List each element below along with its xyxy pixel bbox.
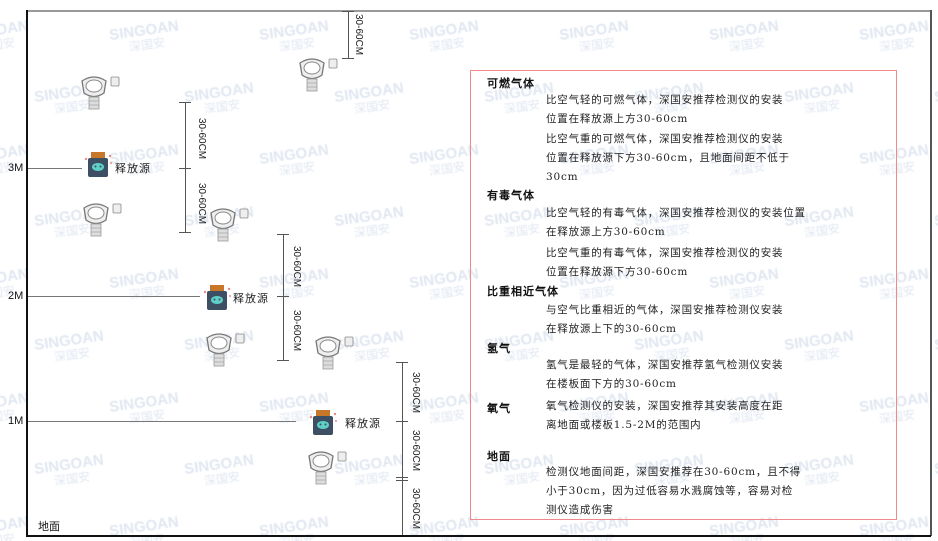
section-title: 地面 — [487, 450, 511, 463]
section-text: 检测仪地面间距，深国安推荐在30-60cm，且不得 小于30cm，因为过低容易水… — [546, 466, 802, 516]
release-source-label: 释放源 — [345, 417, 381, 430]
release-source-icon — [308, 408, 338, 436]
dimension-label: 30-60CM — [196, 183, 207, 225]
level-label-1m: 1M — [8, 415, 24, 427]
dimension-tick — [179, 168, 191, 169]
section-title: 比重相近气体 — [487, 285, 559, 298]
installation-guidelines-box: 可燃气体 比空气轻的可燃气体，深国安推荐检测仪的安装 位置在释放源上方30-60… — [470, 70, 897, 520]
dimension-tick — [396, 477, 408, 478]
level-label-3m: 3M — [8, 162, 24, 174]
dimension-tick — [179, 102, 191, 103]
dimension-tick — [277, 360, 289, 361]
section-title: 可燃气体 — [487, 77, 535, 90]
section-title: 有毒气体 — [487, 189, 535, 202]
release-source-icon — [202, 283, 232, 311]
gas-detector-icon — [305, 448, 349, 488]
section-text: 比空气轻的可燃气体，深国安推荐检测仪的安装 位置在释放源上方30-60cm — [546, 94, 784, 125]
release-source-icon — [83, 150, 113, 178]
gas-detector-icon — [203, 330, 247, 370]
section-text: 比空气重的有毒气体，深国安推荐检测仪的安装 位置在释放源下方30-60cm — [546, 247, 784, 278]
frame-right-wall — [930, 10, 932, 536]
dimension-tick — [277, 296, 289, 297]
dimension-tick — [342, 11, 354, 12]
frame-top-line — [27, 10, 931, 12]
dimension-tick — [396, 421, 408, 422]
dimension-label: 30-60CM — [196, 118, 207, 160]
dimension-label: 30-60CM — [410, 488, 421, 530]
level-line-3m — [28, 168, 82, 169]
gas-detector-icon — [312, 333, 356, 373]
section-text: 氢气是最轻的气体，深国安推荐氢气检测仪安装 在楼板面下方的30-60cm — [546, 359, 784, 390]
section-text: 与空气比重相近的气体，深国安推荐检测仪安装 在释放源上下的30-60cm — [546, 304, 784, 335]
dimension-line — [283, 234, 284, 360]
dimension-label: 30-60CM — [410, 430, 421, 472]
section-title: 氧气 — [487, 402, 511, 415]
gas-detector-icon — [207, 205, 251, 245]
ground-label: 地面 — [38, 520, 60, 533]
dimension-label: 30-60CM — [353, 14, 364, 56]
level-label-2m: 2M — [8, 290, 24, 302]
dimension-label: 30-60CM — [291, 246, 302, 288]
dimension-tick — [396, 362, 408, 363]
release-source-label: 释放源 — [233, 292, 269, 305]
dimension-label: 30-60CM — [410, 372, 421, 414]
section-text: 氧气检测仪的安装，深国安推荐其安装高度在距 离地面或楼板1.5-2M的范围内 — [546, 400, 784, 431]
gas-detector-icon — [296, 55, 340, 95]
level-line-2m — [28, 296, 200, 297]
section-title: 氢气 — [487, 342, 511, 355]
section-text: 比空气重的可燃气体，深国安推荐检测仪的安装 位置在释放源下方30-60cm，且地… — [546, 133, 790, 183]
dimension-tick — [342, 58, 354, 59]
dimension-tick — [179, 232, 191, 233]
release-source-label: 释放源 — [115, 162, 151, 175]
frame-left-wall — [26, 10, 28, 536]
dimension-line — [185, 102, 186, 232]
dimension-line — [402, 362, 403, 535]
dimension-line — [348, 11, 349, 59]
level-line-1m — [28, 421, 296, 422]
gas-detector-icon — [78, 73, 122, 113]
dimension-tick — [396, 480, 408, 481]
section-text: 比空气轻的有毒气体，深国安推荐检测仪的安装位置 在释放源上方30-60cm — [546, 207, 806, 238]
dimension-tick — [277, 234, 289, 235]
floor-line — [26, 535, 931, 537]
dimension-label: 30-60CM — [291, 310, 302, 352]
gas-detector-icon — [80, 200, 124, 240]
